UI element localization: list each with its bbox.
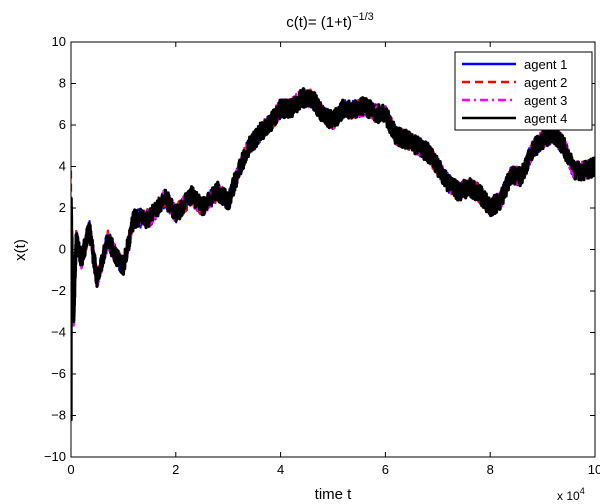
y-tick-label: 4 <box>59 159 66 174</box>
y-tick-label: −6 <box>51 366 66 381</box>
legend-label-3: agent 3 <box>524 93 567 108</box>
series-line-4 <box>71 87 595 422</box>
x-axis-label: time t <box>315 486 353 503</box>
x-scale-exponent: 4 <box>580 486 585 496</box>
y-tick-label: 10 <box>52 34 66 49</box>
y-tick-label: −2 <box>51 283 66 298</box>
title-base: c(t)= (1+t) <box>286 14 352 31</box>
title-exponent: −1/3 <box>352 11 374 23</box>
y-tick-label: −10 <box>44 449 66 464</box>
axes: 0 2 4 6 8 10 −10 −8 −6 −4 −2 0 2 4 6 8 10 <box>44 34 600 477</box>
y-tick-label: 2 <box>59 200 66 215</box>
legend: agent 1 agent 2 agent 3 agent 4 <box>454 51 593 131</box>
y-tick-label: 6 <box>59 117 66 132</box>
y-axis-label: x(t) <box>12 239 29 261</box>
y-tick-label: −8 <box>51 408 66 423</box>
legend-label-4: agent 4 <box>524 111 567 126</box>
x-tick-label: 6 <box>382 462 389 477</box>
x-scale-base: x 10 <box>557 489 580 503</box>
legend-label-2: agent 2 <box>524 75 567 90</box>
series-layer <box>71 87 595 422</box>
x-tick-label: 4 <box>277 462 284 477</box>
y-tick-label: 8 <box>59 76 66 91</box>
y-tick-label: 0 <box>59 242 66 257</box>
x-tick-label: 8 <box>487 462 494 477</box>
x-axis-scale-factor: x 104 <box>557 486 585 503</box>
x-tick-label: 2 <box>172 462 179 477</box>
y-tick-label: −4 <box>51 325 66 340</box>
x-tick-label: 0 <box>67 462 74 477</box>
legend-label-1: agent 1 <box>524 57 567 72</box>
x-tick-label: 10 <box>588 462 600 477</box>
chart-title: c(t)= (1+t)−1/3 <box>286 11 374 31</box>
